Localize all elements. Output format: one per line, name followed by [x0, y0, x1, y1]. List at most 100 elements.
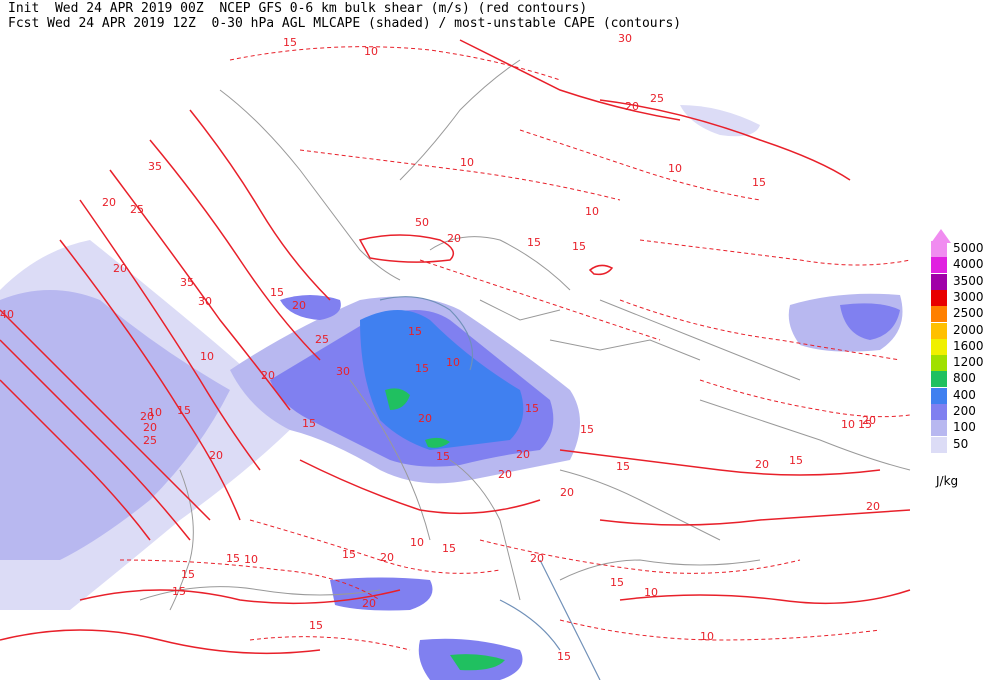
- contour-label: 20: [362, 597, 376, 610]
- legend-label: 50: [953, 436, 969, 451]
- contour-label: 15: [610, 576, 624, 589]
- contour-label: 20: [209, 449, 223, 462]
- legend-label: 3500: [953, 273, 984, 288]
- contour-label: 15: [572, 240, 586, 253]
- contour-label: 10: [244, 553, 258, 566]
- contour-label: 10: [585, 205, 599, 218]
- contour-label: 15: [752, 176, 766, 189]
- legend-label: 800: [953, 371, 976, 386]
- contour-label: 15: [181, 568, 195, 581]
- contour-label: 20: [292, 299, 306, 312]
- contour-label: 30: [618, 32, 632, 45]
- contour-label: 30: [336, 365, 350, 378]
- contour-label: 10: [841, 418, 855, 431]
- contour-label: 10: [460, 156, 474, 169]
- cape-area-green-cell: [385, 388, 410, 410]
- contour-label: 15: [616, 460, 630, 473]
- contour-label: 15: [177, 404, 191, 417]
- contour-label: 15: [527, 236, 541, 249]
- shear-contours: [0, 39, 911, 655]
- legend-row: 2500: [927, 306, 997, 323]
- contour-label: 10: [668, 162, 682, 175]
- contour-label: 20: [498, 468, 512, 481]
- contour-label: 15: [302, 417, 316, 430]
- contour-label: 25: [650, 92, 664, 105]
- contour-label: 10: [364, 45, 378, 58]
- contour-label: 20: [143, 421, 157, 434]
- contour-label: 20: [560, 486, 574, 499]
- contour-label: 30: [198, 295, 212, 308]
- legend-label: 200: [953, 404, 976, 418]
- contour-label: 15: [283, 36, 297, 49]
- legend-units: J/kg: [936, 474, 959, 488]
- legend-label: 1600: [953, 338, 984, 353]
- legend-swatch: [931, 404, 947, 420]
- cape-area-scandinavia: [680, 105, 760, 137]
- contour-label: 40: [0, 308, 14, 321]
- contour-label: 35: [148, 160, 162, 173]
- legend-top-arrow-icon: [931, 229, 951, 243]
- legend-swatch: [931, 338, 947, 355]
- legend-row: 3000: [927, 289, 997, 306]
- legend-row: 1600: [927, 338, 997, 355]
- contour-label: 25: [143, 434, 157, 447]
- contour-label: 15: [415, 362, 429, 375]
- legend-label: 4000: [953, 257, 984, 272]
- contour-label: 10: [446, 356, 460, 369]
- legend-row: 400: [927, 387, 997, 404]
- contour-label: 20: [516, 448, 530, 461]
- legend-swatch: [931, 273, 947, 290]
- contour-label: 20: [530, 552, 544, 565]
- legend-label: 3000: [953, 289, 984, 304]
- contour-label: 15: [226, 552, 240, 565]
- legend-row: 2000: [927, 322, 997, 339]
- contour-labels: 15 10 30 25 20 35 40 10 15 20 25 30 35 2…: [0, 32, 880, 663]
- legend-swatch: [931, 306, 947, 323]
- contour-label: 20: [625, 100, 639, 113]
- legend-swatch: [931, 289, 947, 306]
- contour-label: 10: [200, 350, 214, 363]
- contour-label: 50: [415, 216, 429, 229]
- contour-label: 35: [180, 276, 194, 289]
- legend-label: 2000: [953, 322, 984, 337]
- legend-row: 3500: [927, 273, 997, 290]
- cape-area-italy-balkans: [360, 310, 524, 450]
- legend-swatch: [931, 436, 947, 453]
- legend-swatch: [931, 387, 947, 404]
- contour-label: 15: [442, 542, 456, 555]
- cape-area-baltic: [280, 295, 341, 320]
- contour-label: 15: [270, 286, 284, 299]
- contour-label: 25: [130, 203, 144, 216]
- legend-swatch: [931, 371, 947, 388]
- contour-label: 20: [862, 414, 876, 427]
- legend-row: 100: [927, 420, 997, 437]
- forecast-time-title: Fcst Wed 24 APR 2019 12Z 0-30 hPa AGL ML…: [8, 16, 682, 31]
- contour-label: 20: [447, 232, 461, 245]
- legend-row: 1200: [927, 355, 997, 372]
- legend-swatch: [931, 420, 947, 437]
- contour-label: 15: [789, 454, 803, 467]
- contour-label: 15: [858, 418, 872, 431]
- contour-label: 20: [261, 369, 275, 382]
- contour-label: 15: [172, 585, 186, 598]
- contour-label: 15: [408, 325, 422, 338]
- contour-label: 15: [436, 450, 450, 463]
- cape-area-green-cell-2: [425, 437, 450, 448]
- contour-label: 15: [342, 548, 356, 561]
- contour-label: 20: [866, 500, 880, 513]
- contour-label: 25: [315, 333, 329, 346]
- cape-area-east-2: [840, 303, 900, 340]
- cape-contours: [379, 296, 601, 680]
- contour-label: 20: [418, 412, 432, 425]
- legend-label: 400: [953, 387, 976, 402]
- contour-label: 20: [102, 196, 116, 209]
- contour-label: 15: [525, 402, 539, 415]
- contour-label: 15: [557, 650, 571, 663]
- shear-contours-dashed: [119, 46, 911, 651]
- legend-row: 5000: [927, 241, 997, 257]
- contour-label: 10: [700, 630, 714, 643]
- legend-label: 1200: [953, 355, 984, 370]
- legend-row: 800: [927, 371, 997, 388]
- cape-shading: [0, 105, 903, 680]
